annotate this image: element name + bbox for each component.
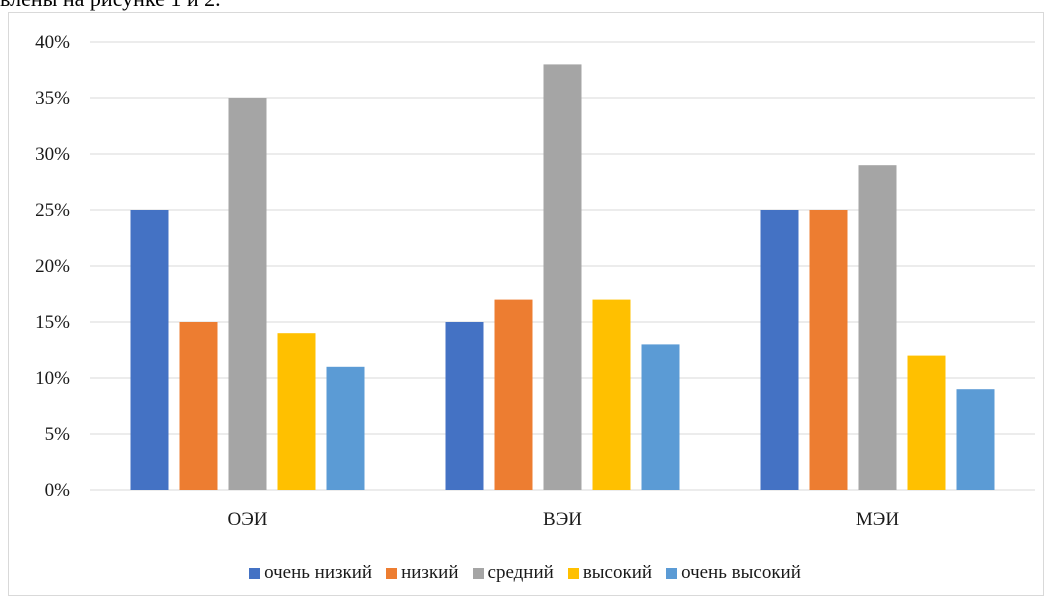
bar	[445, 322, 484, 490]
y-tick-label: 35%	[35, 88, 70, 109]
legend: очень низкий низкий средний высокий очень вы…	[0, 562, 1050, 584]
legend-item: очень высокий	[666, 562, 801, 584]
category-label: ОЭИ	[228, 509, 268, 530]
legend-item: высокий	[567, 562, 653, 584]
y-tick-label: 10%	[35, 368, 70, 389]
legend-label: высокий	[582, 562, 653, 583]
legend-label: очень низкий	[264, 562, 373, 583]
bar	[277, 333, 316, 490]
bar	[228, 98, 267, 490]
category-label: МЭИ	[856, 509, 899, 530]
y-tick-label: 5%	[45, 424, 71, 445]
bar	[907, 355, 946, 490]
legend-swatch	[249, 567, 261, 579]
y-tick-label: 25%	[35, 200, 70, 221]
bar	[809, 210, 848, 490]
bar	[179, 322, 218, 490]
bar	[760, 210, 799, 490]
legend-swatch	[666, 567, 678, 579]
bar	[543, 64, 582, 491]
legend-item: средний	[472, 562, 554, 584]
legend-swatch	[567, 567, 579, 579]
legend-item: низкий	[386, 562, 459, 584]
legend-swatch	[472, 567, 484, 579]
legend-label: очень высокий	[681, 562, 801, 583]
category-labels: ОЭИ ВЭИ МЭИ	[228, 509, 900, 530]
bar	[130, 210, 169, 490]
y-tick-label: 20%	[35, 256, 70, 277]
y-tick-label: 30%	[35, 144, 70, 165]
bar	[326, 366, 365, 490]
bar	[956, 389, 995, 490]
legend-label: низкий	[401, 562, 459, 583]
legend-swatch	[386, 567, 398, 579]
page-text-fragment: влены на рисунке 1 и 2.	[0, 0, 221, 12]
bar	[641, 344, 680, 490]
legend-item: очень низкий	[249, 562, 372, 584]
legend-label: средний	[487, 562, 554, 583]
bar	[858, 165, 897, 490]
bar	[494, 299, 533, 490]
bar	[592, 299, 631, 490]
category-label: ВЭИ	[543, 509, 582, 530]
bars	[130, 64, 995, 491]
y-tick-label: 40%	[35, 32, 70, 53]
y-tick-labels: 0% 5% 10% 15% 20% 25% 30% 35% 40%	[35, 32, 70, 501]
y-tick-label: 0%	[45, 480, 71, 501]
y-tick-label: 15%	[35, 312, 70, 333]
